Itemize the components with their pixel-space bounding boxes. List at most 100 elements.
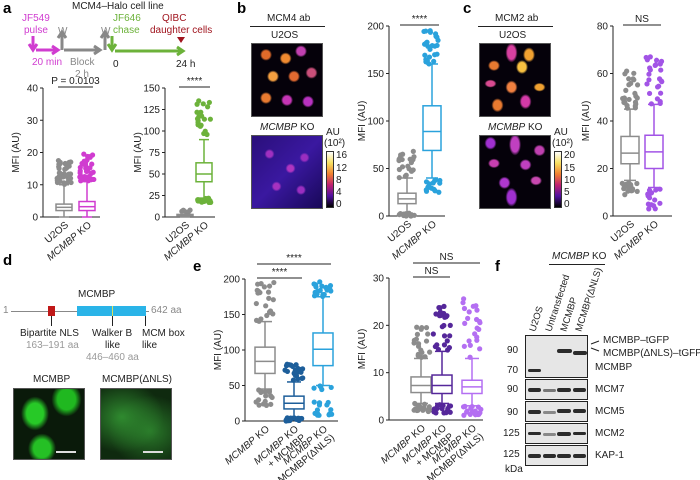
outlier-point [91, 176, 97, 183]
y-tick-label: 60 [597, 69, 609, 80]
outlier-point [628, 80, 634, 87]
box-iqr [620, 135, 640, 165]
qibc-label-2: daughter cells [150, 25, 213, 36]
panel-label-f: f [495, 258, 500, 275]
outlier-point [432, 178, 438, 184]
colorbar-scale: (10²) [552, 138, 574, 149]
outlier-point [421, 28, 427, 35]
y-tick-label: 50 [373, 164, 385, 175]
outlier-point [657, 100, 663, 106]
outlier-point [258, 281, 264, 287]
outlier-point [266, 283, 273, 289]
outlier-point [85, 166, 91, 172]
y-tick-label: 0 [154, 213, 160, 224]
outlier-point [467, 411, 473, 417]
outlier-point [473, 409, 479, 415]
y-tick-label: 30 [27, 116, 39, 127]
image-label-mcmbp: MCMBP [33, 374, 71, 385]
microscopy-mcm4-ko [251, 135, 323, 209]
outlier-point [268, 401, 274, 407]
box-iqr [431, 374, 453, 395]
y-tick-label: 0 [32, 213, 38, 224]
y-tick-label: 50 [149, 170, 161, 181]
outlier-point [646, 90, 653, 97]
outlier-point [622, 192, 628, 198]
outlier-point [656, 76, 663, 82]
y-axis-label: MFI (AU) [213, 330, 224, 371]
outlier-point [316, 400, 323, 406]
colorbar-tick: 0 [336, 199, 342, 210]
outlier-point [78, 178, 84, 184]
significance-label: NS [425, 266, 439, 277]
gene-name: MCMBP [552, 251, 590, 262]
colorbar-tick: 4 [336, 187, 342, 198]
y-tick-label: 200 [367, 22, 384, 33]
significance-label: **** [272, 267, 288, 278]
outlier-point [320, 291, 326, 298]
y-tick-label: 40 [597, 117, 609, 128]
mcm-box-label: MCM box [142, 328, 185, 339]
panel-b-header: MCM4 ab [267, 13, 311, 24]
outlier-point [396, 211, 402, 218]
outlier-point [90, 169, 96, 175]
outlier-point [477, 346, 483, 352]
outlier-point [464, 408, 470, 414]
y-tick-label: 0 [234, 417, 240, 428]
outlier-point [434, 342, 440, 348]
outlier-point [628, 183, 634, 189]
colorbar-unit: AU [554, 127, 568, 138]
box-1 [421, 28, 443, 195]
outlier-point [406, 166, 412, 172]
y-tick-label: 10 [27, 180, 39, 191]
outlier-point [198, 122, 204, 128]
outlier-point [629, 187, 635, 193]
outlier-point [264, 312, 270, 319]
outlier-point [62, 173, 68, 179]
outlier-point [466, 309, 472, 315]
outlier-point [434, 402, 441, 409]
outlier-point [201, 116, 207, 122]
outlier-point [477, 320, 483, 326]
outlier-point [646, 71, 652, 77]
nls-domain [48, 306, 55, 316]
outlier-point [423, 56, 429, 63]
outlier-point [284, 368, 291, 375]
outlier-point [444, 313, 450, 319]
walker-b-motif [112, 306, 113, 316]
band-brackets [590, 340, 600, 352]
colorbar-tick: 15 [564, 163, 576, 174]
band-label: MCMBP [595, 362, 633, 373]
outlier-point [396, 166, 402, 173]
y-tick-label: 150 [223, 310, 240, 321]
y-tick-label: 50 [229, 381, 241, 392]
outlier-point [426, 407, 432, 414]
microscopy-mcm4-u2os [251, 43, 323, 117]
box-0 [176, 207, 194, 218]
box-1 [77, 151, 97, 218]
outlier-point [433, 410, 439, 416]
box-0 [54, 157, 74, 218]
outlier-point [631, 77, 637, 83]
mw-marker: 125 [503, 428, 520, 439]
outlier-point [423, 338, 430, 344]
outlier-point [474, 325, 480, 331]
nls-label: Bipartite NLS [20, 328, 79, 339]
block-label: Block [70, 57, 95, 68]
y-tick-label: 20 [597, 164, 609, 175]
outlier-point [317, 279, 323, 285]
protein-name: MCMBP [78, 289, 116, 300]
panel-label-b: b [237, 0, 247, 17]
outlier-point [434, 34, 440, 40]
panel-label-d: d [3, 252, 13, 269]
timeline-arrows [27, 29, 186, 57]
y-tick-label: 150 [367, 69, 384, 80]
outlier-point [428, 185, 434, 191]
outlier-point [645, 201, 651, 207]
outlier-point [466, 338, 472, 344]
blot-mcmbp [525, 335, 588, 378]
outlier-point [194, 109, 200, 115]
